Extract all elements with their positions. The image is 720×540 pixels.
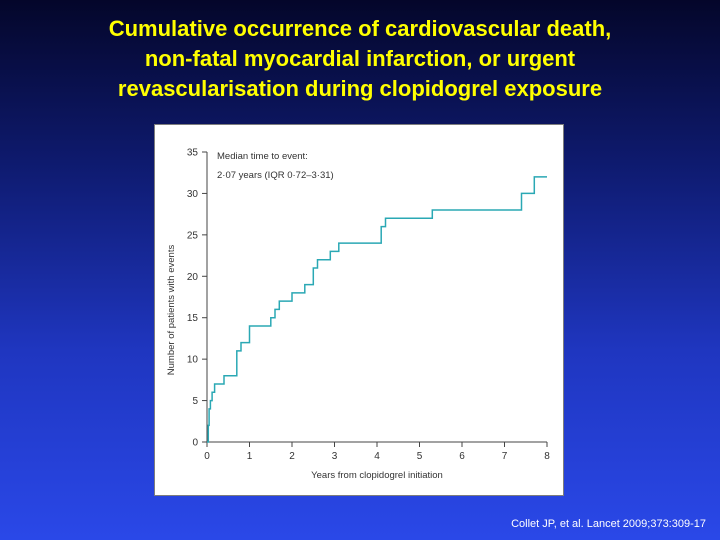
y-tick-label: 20 [187, 272, 199, 283]
y-tick-label: 5 [192, 396, 198, 407]
x-axis-label: Years from clopidogrel initiation [311, 470, 443, 481]
x-tick-label: 5 [417, 451, 423, 462]
kaplan-meier-chart: 0 5 10 15 20 25 30 35 0 1 2 3 4 5 6 7 8 Median time to e… [166, 148, 550, 482]
y-axis-label: Number of patients with events [166, 245, 177, 376]
x-tick-label: 6 [459, 451, 465, 462]
slide-title-line-1: Cumulative occurrence of cardiovascular … [108, 16, 612, 41]
y-tick-label: 35 [187, 148, 199, 159]
chart-marks [207, 176, 547, 443]
series-line [207, 176, 547, 443]
x-tick-label: 4 [374, 451, 380, 462]
chart-axes [206, 152, 547, 443]
slide-title-line-2: non-fatal myocardial infarction, or urge… [144, 46, 576, 71]
y-tick-label: 30 [187, 189, 199, 200]
x-tick-label: 1 [247, 451, 253, 462]
slide-title-line-3: revascularisation during clopidogrel exp… [117, 76, 603, 101]
x-tick-label: 0 [204, 451, 210, 462]
slide-title: Cumulative occurrence of cardiovascular … [30, 14, 690, 104]
chart-ticks: 0 5 10 15 20 25 30 35 0 1 2 3 4 5 6 7 8 [187, 148, 550, 463]
annotation-line-1: Median time to event: [217, 151, 308, 162]
y-tick-label: 0 [192, 438, 198, 449]
annotation-line-2: 2·07 years (IQR 0·72–3·31) [217, 170, 334, 181]
x-tick-label: 3 [332, 451, 338, 462]
x-tick-label: 2 [289, 451, 295, 462]
y-tick-label: 15 [187, 313, 199, 324]
x-tick-label: 7 [502, 451, 508, 462]
chart-panel: 0 5 10 15 20 25 30 35 0 1 2 3 4 5 6 7 8 Median time to e… [154, 124, 564, 496]
x-tick-label: 8 [544, 451, 550, 462]
y-tick-label: 10 [187, 355, 199, 366]
citation: Collet JP, et al. Lancet 2009;373:309-17 [511, 518, 706, 530]
y-tick-label: 25 [187, 230, 199, 241]
